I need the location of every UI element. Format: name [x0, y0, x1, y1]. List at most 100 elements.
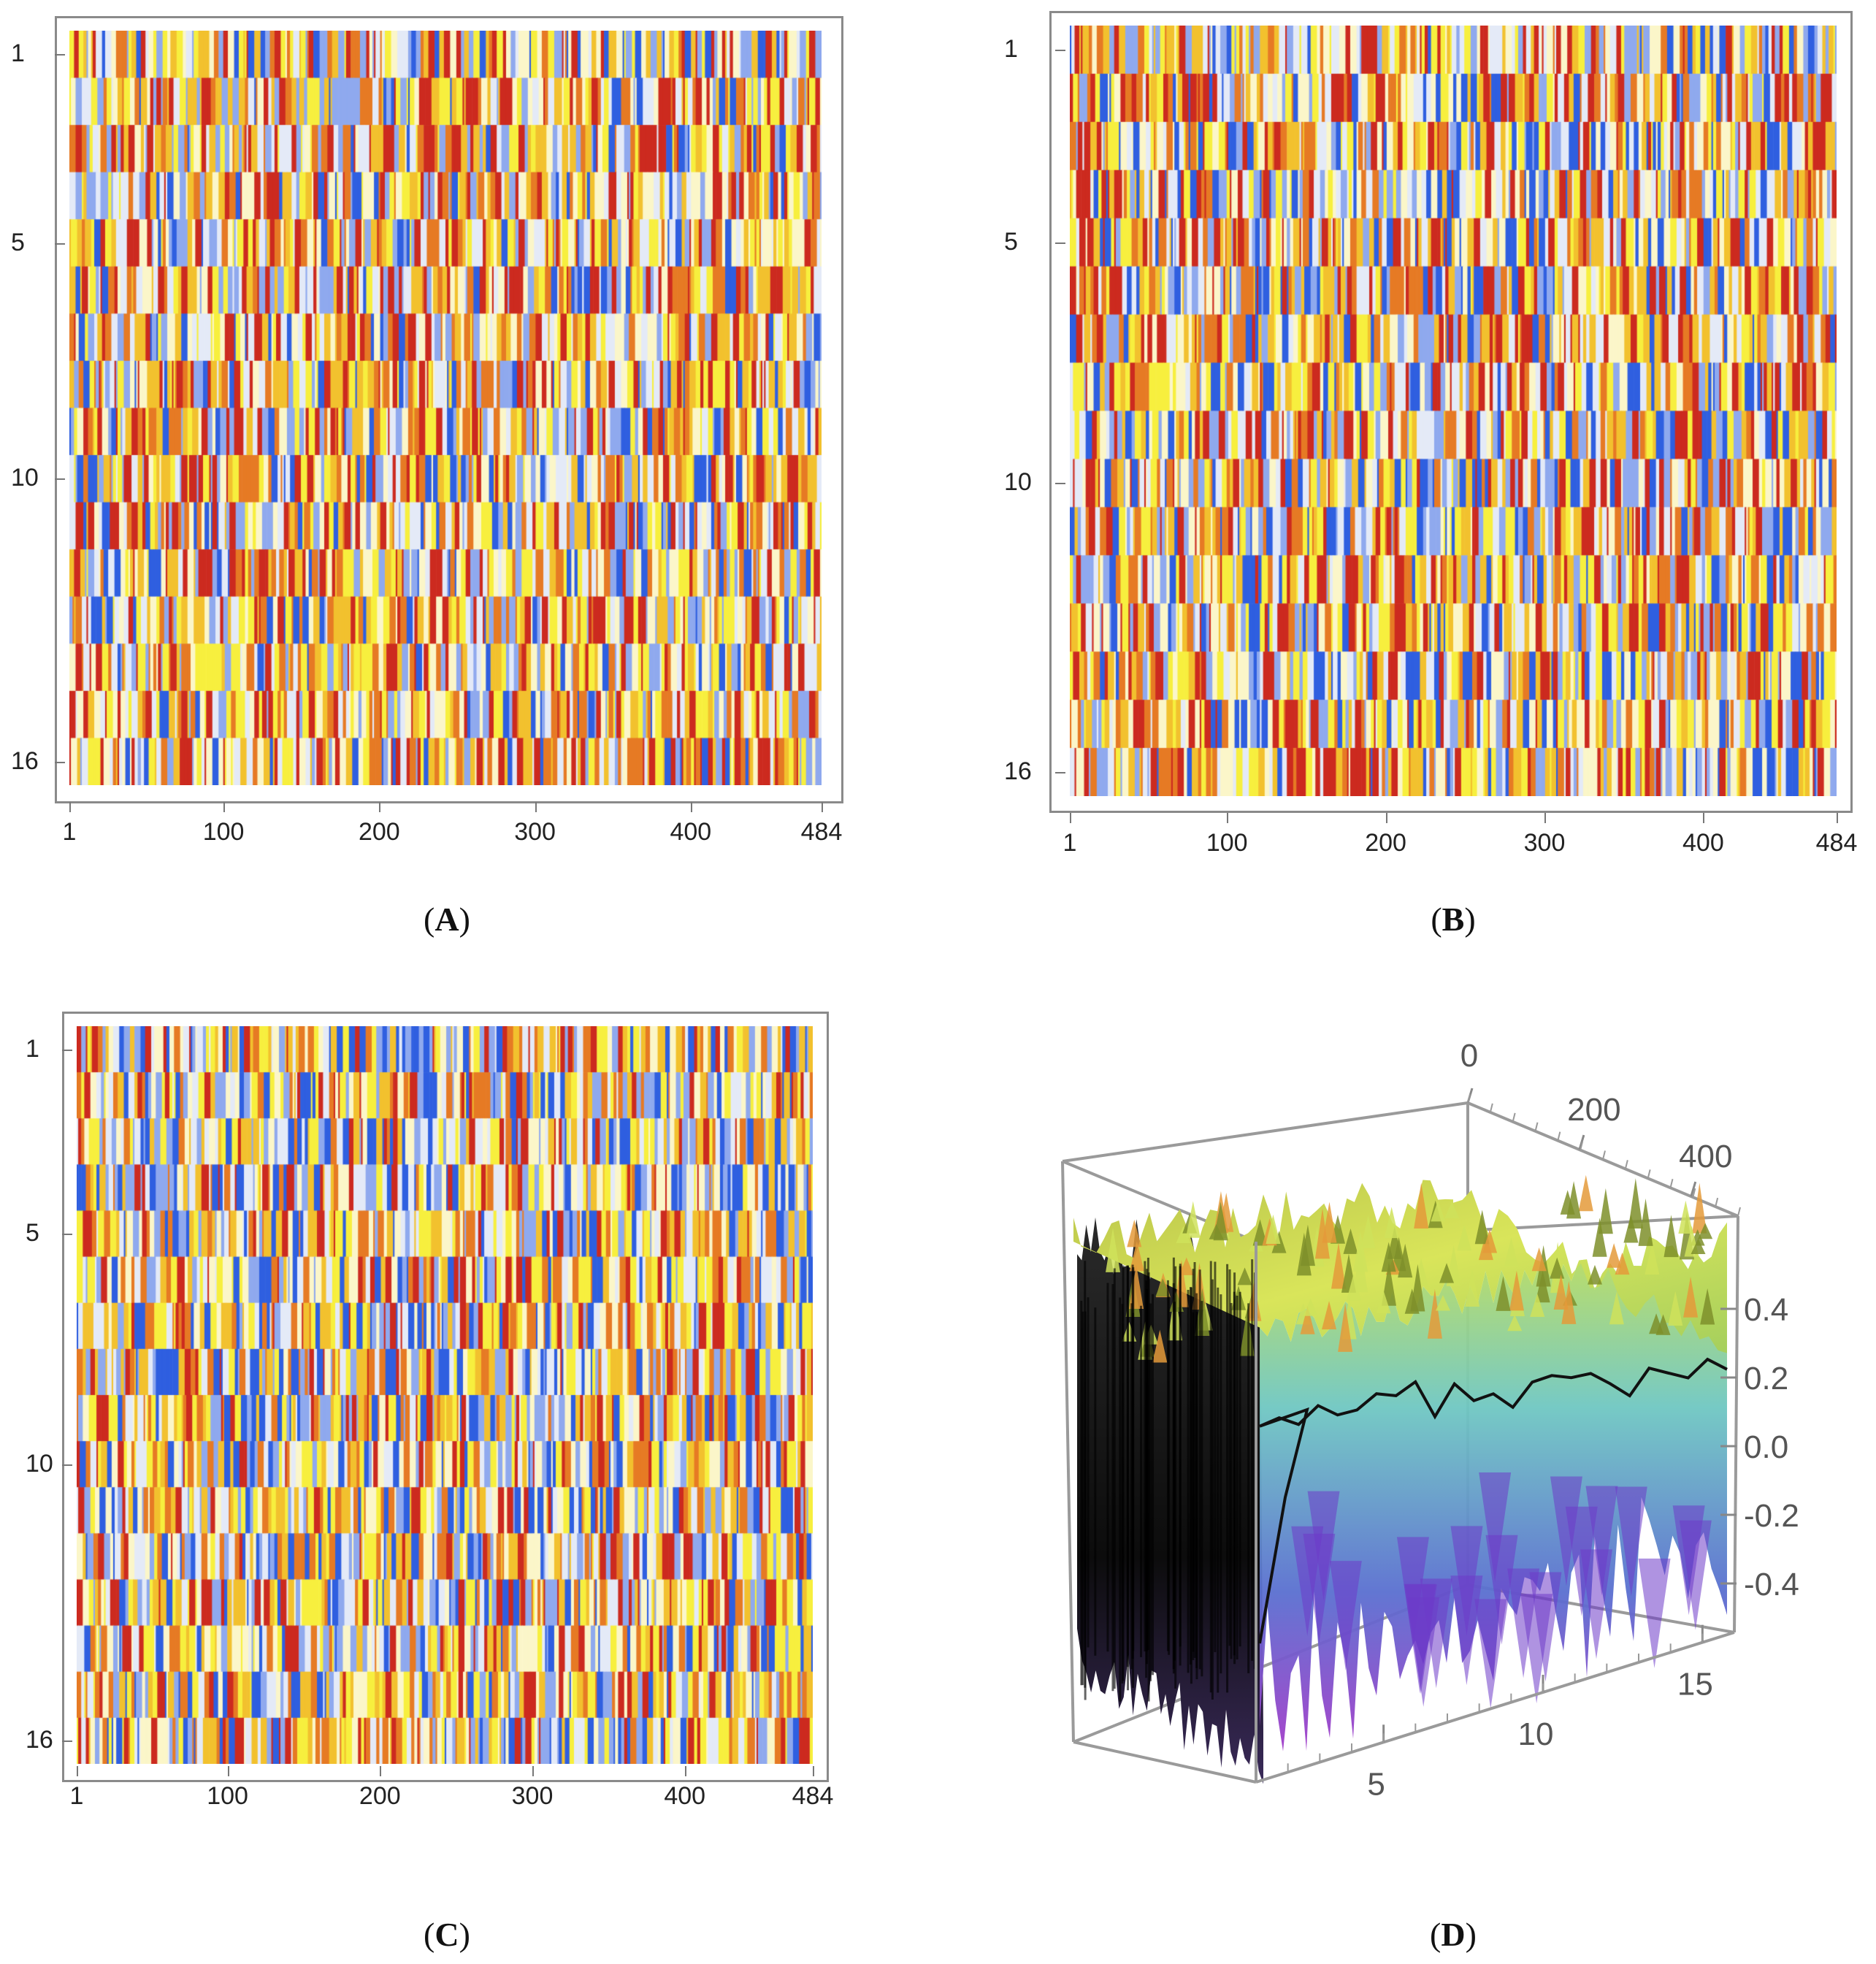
surface-spike — [1174, 1260, 1189, 1307]
x-tick-mark — [77, 1766, 78, 1776]
surface-spike — [1561, 1281, 1577, 1324]
x-tick-label: 100 — [202, 818, 245, 846]
x-tick-label: 300 — [514, 818, 556, 846]
heatmap-c-cells — [77, 1026, 813, 1764]
surface-dip — [1638, 1558, 1671, 1668]
surface-spike — [1435, 1295, 1450, 1311]
y-tick-label: 400 — [1679, 1139, 1732, 1174]
surface-spike — [1496, 1276, 1511, 1311]
y-tick-mark — [1055, 242, 1065, 244]
surface-spike — [1683, 1276, 1699, 1318]
surface-spike — [1691, 1238, 1706, 1255]
surface-spike — [1698, 1223, 1713, 1239]
surface-spike — [1628, 1178, 1643, 1229]
surface-spike — [1376, 1290, 1391, 1314]
surface-spike — [1106, 1228, 1121, 1272]
x-tick-mark — [1544, 813, 1546, 823]
surface-spike — [1668, 1291, 1683, 1326]
x-tick-mark — [1227, 813, 1229, 823]
y-tick-label: 1 — [26, 1034, 39, 1063]
y-tick-label: 10 — [11, 464, 39, 492]
surface-spike — [1239, 1308, 1255, 1356]
y-minor-tick — [1557, 1131, 1561, 1141]
y-tick-mark — [1055, 49, 1065, 51]
surface-spike — [1444, 1201, 1460, 1218]
surface-mesh — [1073, 1174, 1728, 1784]
surface-spike — [1700, 1288, 1715, 1325]
surface-dip — [1485, 1535, 1518, 1645]
y-minor-tick — [1624, 1160, 1628, 1169]
surface-dip — [1529, 1572, 1562, 1682]
x-tick-label: 200 — [1365, 829, 1406, 857]
x-tick-label: 484 — [800, 818, 843, 846]
surface-spike — [1266, 1214, 1281, 1245]
caption-d: (D) — [1430, 1916, 1477, 1953]
surface-spike — [1431, 1200, 1446, 1222]
x-tick-label: 5 — [1367, 1766, 1385, 1802]
heatmap-b-cells — [1070, 26, 1837, 796]
x-tick-mark — [1070, 813, 1071, 823]
surface-spike — [1209, 1223, 1224, 1239]
surface-dip — [1679, 1520, 1712, 1630]
surface-spike — [1566, 1181, 1582, 1219]
surface-plot-d: 5 10 15 0 200 400 0.4 0.2 0.0 -0.2 -0.4 — [1061, 1038, 1799, 1802]
surface-spike — [1598, 1188, 1613, 1234]
surface-dip — [1450, 1526, 1483, 1636]
surface-spike — [1352, 1231, 1368, 1272]
x-tick-label: 400 — [670, 818, 712, 846]
surface-spike — [1531, 1247, 1547, 1272]
z-tick-label: 0.4 — [1744, 1292, 1788, 1328]
y-minor-tick — [1737, 1207, 1741, 1217]
box-edge — [1255, 1631, 1735, 1784]
surface-spike — [1550, 1257, 1565, 1279]
y-tick-mark — [1690, 1181, 1697, 1197]
surface-spike — [1474, 1210, 1490, 1245]
y-tick-label: 5 — [26, 1219, 39, 1247]
y-tick-label: 200 — [1567, 1092, 1620, 1128]
surface-spike — [1509, 1270, 1524, 1311]
y-minor-tick — [1512, 1112, 1516, 1123]
surface-spike — [1414, 1182, 1429, 1229]
surface-spike — [1322, 1301, 1337, 1330]
y-tick-label: 16 — [11, 746, 39, 775]
y-minor-tick — [1489, 1103, 1493, 1113]
surface-spike — [1439, 1263, 1455, 1283]
x-tick-label: 10 — [1518, 1716, 1554, 1752]
y-minor-tick — [1580, 1141, 1584, 1150]
x-tick-mark — [690, 802, 692, 812]
x-tick-label: 400 — [1682, 829, 1724, 857]
box-edge — [1733, 1215, 1739, 1633]
y-tick-label: 16 — [26, 1726, 53, 1754]
surface-spike — [1179, 1257, 1194, 1275]
x-tick-label: 15 — [1677, 1667, 1713, 1703]
z-tick-label: -0.4 — [1744, 1567, 1799, 1602]
y-tick-mark — [55, 54, 65, 56]
surface-spike — [1623, 1214, 1639, 1243]
surface-spike — [1530, 1294, 1545, 1317]
x-tick-label: 484 — [1815, 829, 1858, 857]
box-edge — [1062, 1101, 1469, 1163]
surface-spike — [1381, 1242, 1396, 1272]
surface-zero-contour — [1258, 1357, 1728, 1644]
surface-dip — [1585, 1486, 1618, 1596]
surface-spike — [1404, 1288, 1420, 1314]
y-tick-label: 16 — [1004, 757, 1032, 786]
z-tick-label: 0.2 — [1744, 1361, 1788, 1396]
surface-spike — [1155, 1278, 1171, 1297]
y-tick-label: 0 — [1460, 1038, 1478, 1074]
caption-a: (A) — [424, 901, 470, 938]
surface-spike — [1427, 1288, 1442, 1339]
y-tick-mark — [62, 1464, 72, 1466]
surface-spike — [1553, 1274, 1569, 1310]
y-minor-tick — [1467, 1093, 1471, 1104]
surface-spike — [1346, 1272, 1361, 1301]
surface-spike — [1587, 1264, 1602, 1285]
x-tick-label: 484 — [792, 1782, 834, 1810]
surface-spike — [1338, 1303, 1353, 1352]
y-tick-label: 5 — [11, 228, 25, 256]
surface-axis-ticks: 5 10 15 0 200 400 0.4 0.2 0.0 -0.2 -0.4 — [1255, 1038, 1799, 1802]
x-tick-mark — [1703, 813, 1705, 823]
surface-spike — [1609, 1291, 1624, 1325]
x-tick-label: 1 — [69, 1782, 84, 1810]
surface-spike — [1252, 1219, 1268, 1246]
